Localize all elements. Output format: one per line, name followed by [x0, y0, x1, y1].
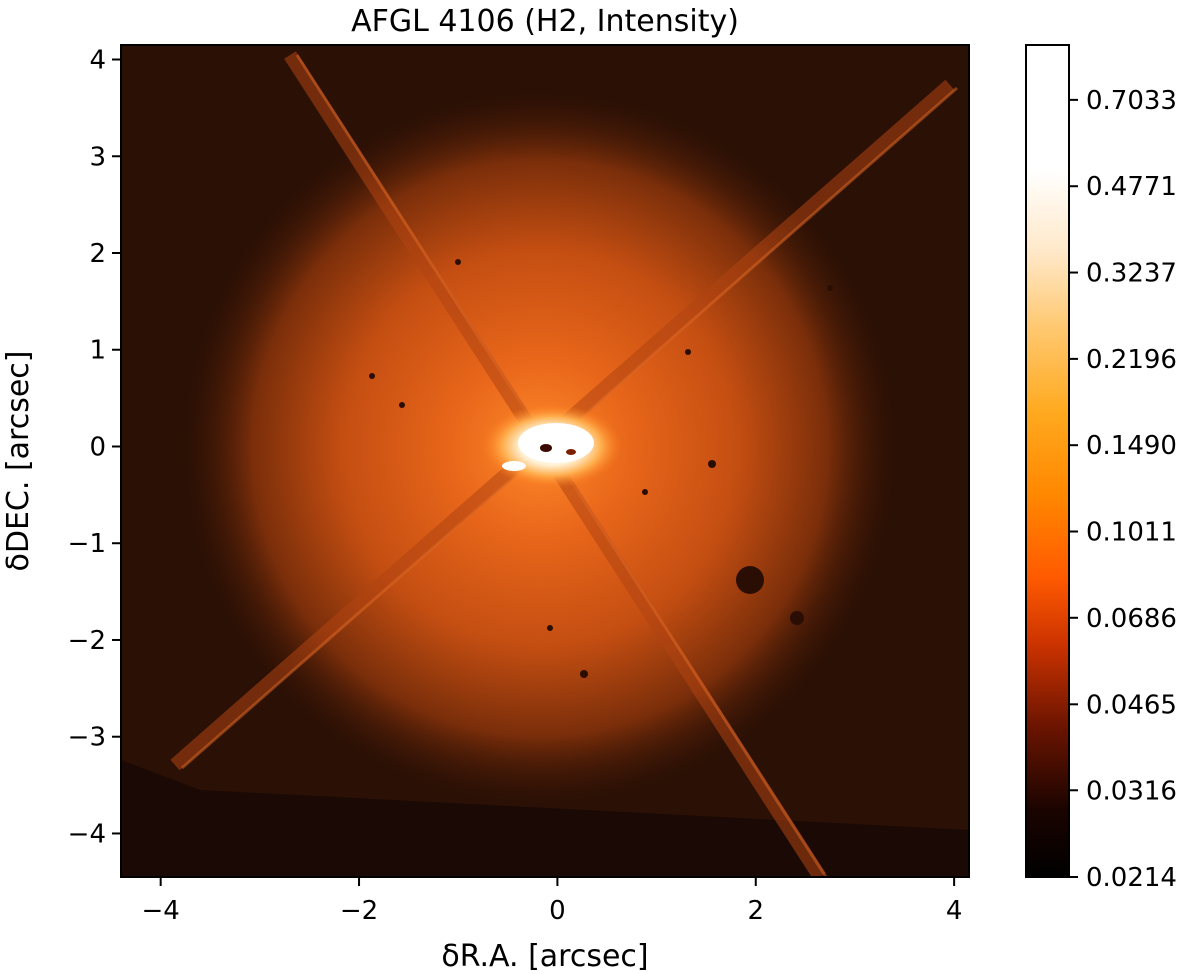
- y-axis: 4 3 2 1 0 −1 −2 −3 −4: [68, 46, 121, 849]
- core-knot: [502, 461, 526, 471]
- colorbar-tick-label: 0.0465: [1086, 690, 1177, 720]
- colorbar-tick-label: 0.0686: [1086, 604, 1177, 634]
- y-tick-label: −3: [68, 723, 106, 753]
- x-axis-label: δR.A. [arcsec]: [441, 939, 648, 974]
- colorbar-tick-label: 0.3237: [1086, 259, 1177, 289]
- dark-speckles: [369, 259, 833, 678]
- colorbar-ticks: 0.7033 0.4771 0.3237 0.2196 0.1490 0.1011 0.06…: [1069, 86, 1177, 893]
- y-tick-label: 4: [89, 46, 106, 76]
- intensity-map: [121, 45, 969, 877]
- core-bright: [518, 423, 594, 463]
- y-axis-label: δDEC. [arcsec]: [1, 351, 36, 572]
- colorbar-tick-label: 0.0214: [1086, 863, 1177, 893]
- chart-title: AFGL 4106 (H2, Intensity): [351, 4, 739, 39]
- colorbar-tick-label: 0.7033: [1086, 86, 1177, 116]
- colorbar-tick-label: 0.2196: [1086, 345, 1177, 375]
- colorbar-frame: [1025, 44, 1070, 878]
- colorbar: [1026, 45, 1069, 877]
- colorbar-tick-label: 0.4771: [1086, 172, 1177, 202]
- y-tick-label: −4: [68, 819, 106, 849]
- core-dark-spot-2: [566, 449, 576, 455]
- x-tick-label: 2: [747, 896, 764, 926]
- colorbar-tick-label: 0.0316: [1086, 776, 1177, 806]
- core-dark-spot: [540, 444, 552, 452]
- y-tick-label: 2: [89, 239, 106, 269]
- y-tick-label: 1: [89, 336, 106, 366]
- y-tick-label: −1: [68, 529, 106, 559]
- y-tick-label: 3: [89, 142, 106, 172]
- x-tick-label: −2: [340, 896, 378, 926]
- x-tick-label: 0: [549, 896, 566, 926]
- colorbar-tick-label: 0.1011: [1086, 517, 1177, 547]
- plot-frame: [120, 44, 970, 878]
- y-tick-label: 0: [89, 432, 106, 462]
- x-tick-label: 4: [946, 896, 963, 926]
- colorbar-tick-label: 0.1490: [1086, 431, 1177, 461]
- x-tick-label: −4: [142, 896, 180, 926]
- x-axis: −4 −2 0 2 4: [142, 877, 963, 926]
- y-tick-label: −2: [68, 626, 106, 656]
- map-dark-edge: [121, 760, 969, 877]
